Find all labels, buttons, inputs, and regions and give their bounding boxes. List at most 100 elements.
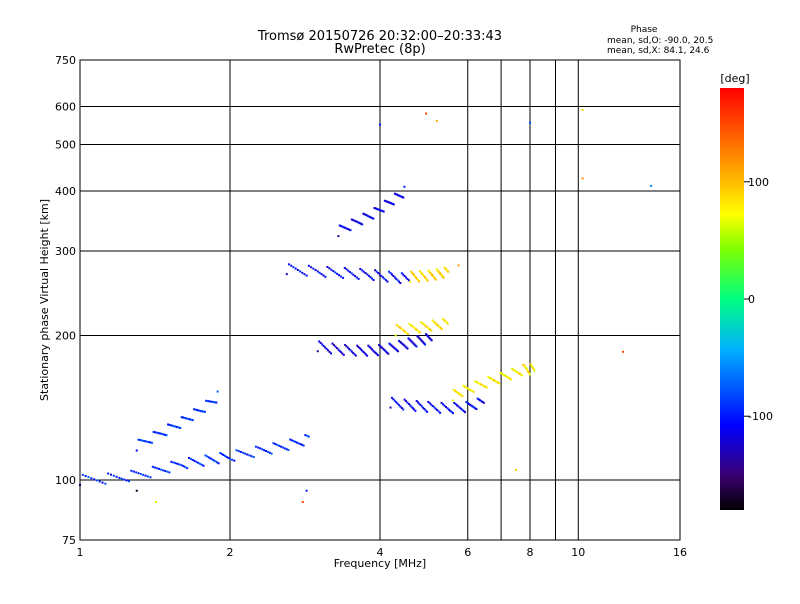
x-tick-label: 4 <box>377 546 384 559</box>
echo-point <box>442 318 445 321</box>
echo-point <box>399 195 402 198</box>
echo-point <box>412 342 415 345</box>
echo-point <box>442 276 445 279</box>
echo-point <box>435 119 438 122</box>
echo-point <box>338 224 341 227</box>
echo-point <box>200 410 203 413</box>
echo-point <box>430 403 433 406</box>
echo-point <box>397 404 400 407</box>
echo-point <box>220 452 223 455</box>
echo-point <box>471 405 474 408</box>
echo-point <box>166 470 169 473</box>
echo-point <box>399 405 402 408</box>
echo-point <box>371 217 374 220</box>
echo-point <box>419 271 422 274</box>
echo-point <box>301 500 304 503</box>
echo-point <box>318 340 321 343</box>
echo-point <box>379 123 381 126</box>
echo-point <box>193 459 196 462</box>
echo-point <box>147 475 150 478</box>
echo-point <box>157 432 160 435</box>
echo-point <box>411 407 414 410</box>
echo-point <box>425 325 428 328</box>
echo-point <box>407 279 410 282</box>
echo-point <box>428 402 431 405</box>
echo-point <box>189 457 192 460</box>
x-tick-label: 1 <box>77 546 84 559</box>
echo-point <box>368 345 371 348</box>
echo-point <box>397 194 400 197</box>
echo-point <box>503 374 506 377</box>
echo-point <box>395 277 398 280</box>
echo-point <box>429 271 432 274</box>
echo-point <box>432 275 435 278</box>
echo-point <box>330 352 333 355</box>
echo-point <box>423 408 426 411</box>
echo-point <box>214 401 217 404</box>
echo-point <box>392 346 395 349</box>
echo-point <box>187 418 190 421</box>
echo-point <box>457 264 460 267</box>
echo-point <box>352 219 355 222</box>
echo-point <box>492 379 495 382</box>
echo-point <box>445 268 448 271</box>
echo-point <box>479 399 482 402</box>
data-points <box>79 109 653 503</box>
echo-point <box>414 344 417 347</box>
echo-point <box>321 343 324 346</box>
echo-point <box>382 210 385 213</box>
echo-point <box>400 327 403 330</box>
echo-point <box>413 343 416 346</box>
echo-point <box>422 341 425 344</box>
echo-point <box>302 444 305 447</box>
echo-point <box>417 279 420 282</box>
echo-point <box>211 458 214 461</box>
echo-point <box>416 401 419 404</box>
echo-point <box>478 382 481 385</box>
echo-point <box>430 339 433 342</box>
echo-point <box>422 275 425 278</box>
echo-point <box>438 326 441 329</box>
echo-point <box>404 345 407 348</box>
plot-grid <box>80 60 680 540</box>
plot-frame <box>79 59 681 541</box>
echo-point <box>361 349 364 352</box>
echo-point <box>460 394 463 397</box>
echo-point <box>396 279 399 282</box>
echo-point <box>451 412 454 415</box>
echo-point <box>359 348 362 351</box>
echo-point <box>334 271 337 274</box>
echo-point <box>437 324 440 327</box>
echo-point <box>353 219 356 222</box>
echo-point <box>299 443 302 446</box>
echo-point <box>401 328 404 331</box>
echo-point <box>443 404 446 407</box>
echo-point <box>359 267 362 270</box>
echo-point <box>529 121 531 124</box>
echo-point <box>272 442 275 445</box>
echo-point <box>431 319 434 322</box>
echo-point <box>147 441 150 444</box>
echo-point <box>194 408 197 411</box>
echo-point <box>462 384 465 387</box>
echo-point <box>135 471 138 474</box>
echo-point <box>440 274 443 277</box>
echo-point <box>430 329 433 332</box>
echo-point <box>285 273 288 276</box>
echo-point <box>402 196 405 199</box>
echo-point <box>357 277 360 280</box>
echo-point <box>348 271 351 274</box>
echo-point <box>235 449 238 452</box>
echo-point <box>191 419 194 422</box>
echo-point <box>274 443 277 446</box>
echo-point <box>174 462 177 465</box>
echo-point <box>337 235 340 238</box>
echo-point <box>337 348 340 351</box>
echo-point <box>153 466 156 469</box>
echo-point <box>374 207 377 210</box>
echo-point <box>451 399 454 402</box>
echo-point <box>522 363 525 366</box>
echo-point <box>314 269 317 272</box>
echo-point <box>440 273 443 276</box>
